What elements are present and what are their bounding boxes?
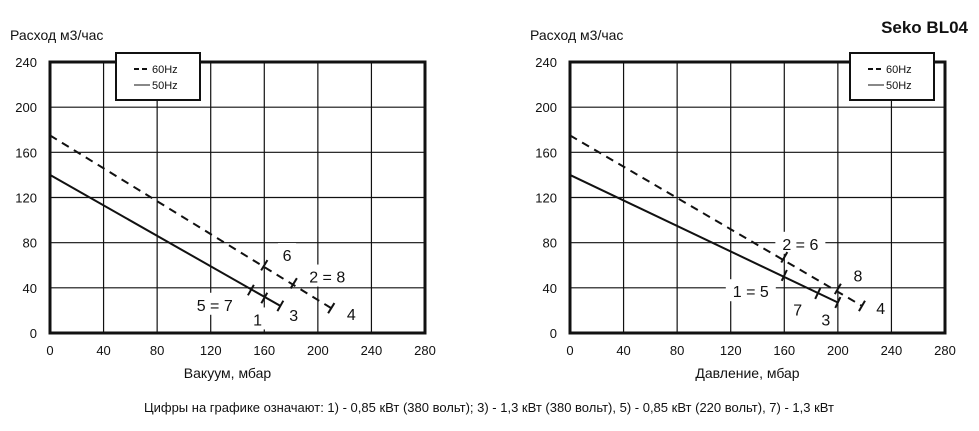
y-tick-label: 200 — [15, 100, 37, 115]
y-tick-label: 80 — [23, 236, 37, 251]
plot-frame — [48, 60, 427, 335]
annotation-label: 4 — [347, 307, 356, 324]
annotation-bg — [775, 231, 826, 254]
annotation-label: 6 — [283, 248, 292, 265]
annotation-bg — [248, 307, 267, 330]
y-tick-label: 40 — [543, 281, 557, 296]
x-tick-label: 240 — [881, 343, 903, 358]
y-tick-label: 160 — [535, 145, 557, 160]
annotation-bg — [302, 264, 353, 287]
y-tick-label: 240 — [535, 55, 557, 70]
series-line-60Hz — [569, 134, 863, 307]
series-marker — [276, 300, 285, 312]
y-tick-label: 0 — [30, 326, 37, 341]
annotation-bg — [816, 307, 835, 330]
x-tick-label: 200 — [307, 343, 329, 358]
annotation-label: 3 — [289, 308, 298, 325]
series-marker — [260, 292, 269, 304]
x-tick-label: 40 — [96, 343, 110, 358]
series-marker — [858, 300, 866, 312]
series-marker — [814, 287, 822, 300]
y-tick-label: 0 — [550, 326, 557, 341]
chart-title: Seko BL04 — [881, 18, 968, 37]
x-tick-label: 280 — [414, 343, 436, 358]
annotation-label: 8 — [853, 268, 862, 285]
annotation-label: 2 = 8 — [309, 270, 345, 287]
annotation-label: 5 = 7 — [197, 298, 233, 315]
x-tick-label: 80 — [670, 343, 684, 358]
series-line-50Hz — [49, 174, 281, 307]
legend-box — [849, 52, 935, 101]
y-tick-label: 80 — [543, 236, 557, 251]
legend-box — [115, 52, 201, 101]
annotation-label: 1 = 5 — [733, 284, 769, 301]
pressure-chart: 0 40 80 120 160 200 240 280 0 40 80 120 160 200 240 Рас… — [530, 27, 956, 381]
annotation-bg — [342, 301, 361, 324]
y-tick-label: 40 — [23, 281, 37, 296]
x-tick-label: 80 — [150, 343, 164, 358]
legend-label: 50Hz — [886, 80, 912, 92]
annotation-label: 3 — [821, 312, 830, 329]
series-marker — [780, 269, 788, 282]
x-tick-label: 0 — [46, 343, 53, 358]
x-tick-label: 40 — [616, 343, 630, 358]
series-marker — [260, 259, 269, 271]
caption: Цифры на графике означают: 1) - 0,85 кВт… — [144, 400, 834, 415]
y-axis-label: Расход м3/час — [530, 27, 623, 43]
y-tick-label: 120 — [15, 191, 37, 206]
x-tick-label: 160 — [253, 343, 275, 358]
x-tick-label: 240 — [361, 343, 383, 358]
annotation-label: 4 — [876, 301, 885, 318]
x-tick-label: 280 — [934, 343, 956, 358]
annotation-bg — [284, 302, 303, 325]
annotation-bg — [871, 296, 890, 319]
y-axis-label: Расход м3/час — [10, 27, 103, 43]
series-marker — [327, 302, 336, 314]
x-tick-label: 120 — [200, 343, 222, 358]
x-tick-label: 0 — [566, 343, 573, 358]
annotation-label: 7 — [793, 302, 802, 319]
annotation-bg — [278, 243, 297, 266]
x-axis-label: Вакуум, мбар — [184, 365, 272, 381]
series-line-60Hz — [49, 134, 332, 310]
legend-label: 50Hz — [152, 80, 178, 92]
annotation-label: 2 = 6 — [782, 237, 818, 254]
y-tick-label: 160 — [15, 145, 37, 160]
series-marker — [289, 277, 298, 289]
x-axis-label: Давление, мбар — [695, 365, 799, 381]
series-marker — [247, 284, 255, 296]
plot-frame — [568, 60, 947, 335]
legend-label: 60Hz — [886, 64, 912, 76]
annotation-bg — [189, 292, 240, 315]
x-tick-label: 160 — [773, 343, 795, 358]
y-tick-label: 200 — [535, 100, 557, 115]
x-tick-label: 120 — [720, 343, 742, 358]
annotation-label: 1 — [253, 312, 262, 329]
series-marker — [780, 251, 789, 264]
y-tick-label: 120 — [535, 191, 557, 206]
series-marker — [833, 283, 842, 295]
series-line-50Hz — [569, 174, 839, 304]
legend-label: 60Hz — [152, 64, 178, 76]
y-tick-label: 240 — [15, 55, 37, 70]
vacuum-chart: 0 40 80 120 160 200 240 280 0 40 80 120 160 200 240 Рас… — [10, 27, 436, 381]
annotation-bg — [725, 279, 776, 302]
x-tick-label: 200 — [827, 343, 849, 358]
annotation-bg — [788, 297, 807, 320]
series-marker — [834, 296, 842, 309]
annotation-bg — [848, 263, 867, 286]
